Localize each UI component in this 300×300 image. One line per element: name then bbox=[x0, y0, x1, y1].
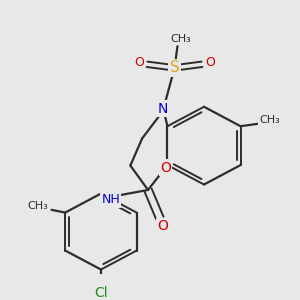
Text: CH₃: CH₃ bbox=[27, 201, 48, 211]
Text: O: O bbox=[205, 56, 215, 69]
Text: N: N bbox=[158, 102, 168, 116]
Text: O: O bbox=[157, 219, 168, 233]
Text: CH₃: CH₃ bbox=[170, 34, 191, 44]
Text: S: S bbox=[170, 60, 179, 75]
Text: Cl: Cl bbox=[94, 286, 108, 300]
Text: CH₃: CH₃ bbox=[260, 115, 280, 125]
Text: NH: NH bbox=[101, 194, 120, 206]
Text: O: O bbox=[160, 161, 171, 175]
Text: O: O bbox=[134, 56, 144, 69]
